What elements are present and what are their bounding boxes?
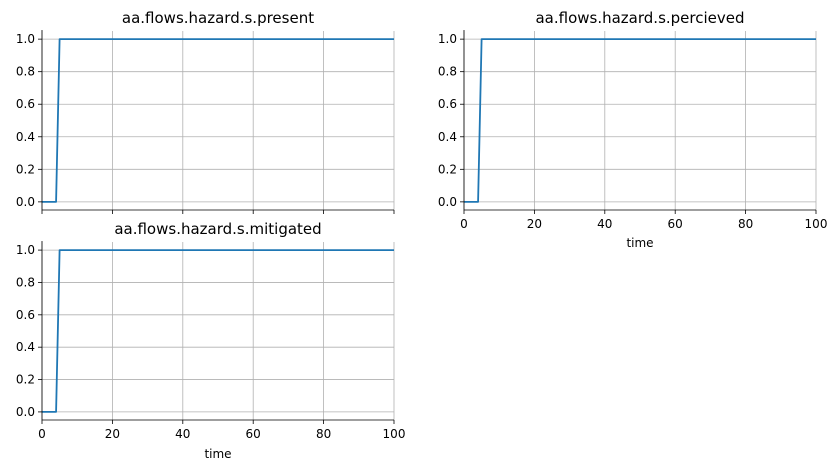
y-tick-label: 0.4: [438, 130, 457, 144]
x-tick-label: 100: [805, 217, 828, 231]
x-tick-label: 0: [460, 217, 468, 231]
y-tick-label: 1.0: [438, 32, 457, 46]
series-line: [42, 249, 394, 413]
y-tick-label: 0.0: [438, 195, 457, 209]
y-tick-label: 0.8: [438, 65, 457, 79]
y-tick-label: 0.6: [438, 97, 457, 111]
x-tick-label: 80: [316, 427, 331, 441]
x-tick-label: 40: [597, 217, 612, 231]
axis-spines: [463, 30, 816, 211]
y-tick-label: 0.6: [16, 308, 35, 322]
y-tick-label: 0.6: [16, 97, 35, 111]
y-tick-label: 1.0: [16, 32, 35, 46]
y-tick-label: 0.4: [16, 340, 35, 354]
x-tick-label: 20: [527, 217, 542, 231]
series-line: [42, 38, 394, 203]
subplot-mitigated: aa.flows.hazard.s.mitigated time 0.0 0.2 0…: [16, 220, 406, 461]
x-tick-label: 40: [175, 427, 190, 441]
x-tick-label: 100: [383, 427, 406, 441]
y-tick-label: 0.2: [16, 162, 35, 176]
subplot-present: aa.flows.hazard.s.present 0.0 0.2 0.4 0.6 0.…: [16, 9, 395, 214]
series-line: [464, 38, 816, 203]
y-tick-label: 0.2: [438, 162, 457, 176]
y-tick-label: 0.8: [16, 65, 35, 79]
x-tick-label: 0: [38, 427, 46, 441]
axis-spines: [41, 241, 394, 421]
subplot-percieved: aa.flows.hazard.s.percieved time 0.0 0.2 0…: [438, 9, 828, 250]
y-tick-label: 0.0: [16, 195, 35, 209]
x-tick-label: 20: [105, 427, 120, 441]
axis-spines: [41, 30, 394, 211]
y-tick-label: 0.8: [16, 275, 35, 289]
x-axis-label: time: [204, 447, 231, 461]
x-tick-label: 60: [246, 427, 261, 441]
subplot-title: aa.flows.hazard.s.mitigated: [114, 220, 321, 238]
subplot-title: aa.flows.hazard.s.percieved: [535, 9, 744, 27]
y-tick-label: 1.0: [16, 243, 35, 257]
subplot-title: aa.flows.hazard.s.present: [122, 9, 314, 27]
x-axis-label: time: [626, 236, 653, 250]
x-tick-label: 60: [668, 217, 683, 231]
y-tick-label: 0.4: [16, 130, 35, 144]
y-tick-label: 0.0: [16, 405, 35, 419]
x-tick-label: 80: [738, 217, 753, 231]
y-tick-label: 0.2: [16, 373, 35, 387]
